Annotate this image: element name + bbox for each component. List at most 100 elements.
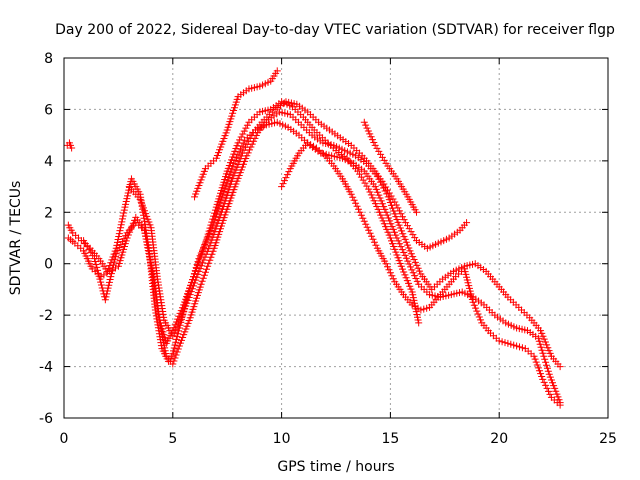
data-point [374,188,382,196]
data-point [530,352,538,360]
data-point [128,222,136,230]
data-point [282,174,290,182]
data-point [405,244,413,252]
data-point [105,281,113,289]
data-point [383,211,391,219]
data-point [403,222,411,230]
data-point [119,212,127,220]
data-point [413,261,421,269]
data-point [392,231,400,239]
data-point [381,205,389,213]
data-point [397,243,405,251]
data-point [83,243,91,251]
y-tick-label: -2 [39,308,53,324]
data-point [375,147,383,155]
data-point [395,221,403,229]
data-point [372,185,380,193]
data-point [248,132,256,140]
data-point [211,209,219,217]
data-point [540,378,548,386]
data-point [415,319,423,327]
data-point [367,133,375,141]
data-point [201,268,209,276]
data-point [100,271,108,279]
data-point [105,265,113,273]
data-point [347,190,355,198]
data-point [80,237,88,245]
x-tick-label: 15 [381,431,399,447]
x-tick-label: 5 [168,431,177,447]
data-point [203,265,211,273]
data-point [95,272,103,280]
data-point [540,352,548,360]
chart-title: Day 200 of 2022, Sidereal Day-to-day VTE… [55,22,615,38]
data-point [206,256,214,264]
data-point [127,225,135,233]
data-point [543,361,551,369]
data-point [141,229,149,237]
data-point [273,67,281,75]
data-point [402,274,410,282]
data-point [385,189,393,197]
data-point [470,301,478,309]
data-point [205,259,213,267]
data-point [380,180,388,188]
data-point [543,364,551,372]
data-point [473,307,481,315]
data-point [380,220,388,228]
plot-frame [63,57,609,419]
data-point [103,287,111,295]
data-point [357,211,365,219]
data-point [101,296,109,304]
data-point [398,227,406,235]
data-point [92,260,100,268]
data-point [283,171,291,179]
data-point [542,358,550,366]
data-point [386,269,394,277]
data-point [85,246,93,254]
data-point [360,118,368,126]
data-point [160,331,168,339]
data-point [173,348,181,356]
data-point [383,225,391,233]
data-point [388,272,396,280]
data-point [383,186,391,194]
data-point [122,232,130,240]
data-point [556,363,564,371]
data-point [402,219,410,227]
data-point [534,364,542,372]
data-point [463,219,471,227]
data-point [391,228,399,236]
data-point [396,240,404,248]
data-point [172,335,180,343]
data-point [240,127,248,135]
data-point [389,195,397,203]
data-point [194,270,202,278]
data-point [401,271,409,279]
data-point [382,223,390,231]
data-point [110,258,118,266]
data-point [279,180,287,188]
data-point [364,127,372,135]
data-point [173,323,181,331]
data-point [204,262,212,270]
data-point [120,235,128,243]
data-point [537,343,545,351]
data-point [543,384,551,392]
data-point [510,341,518,349]
data-point [414,264,422,272]
data-point [141,226,149,234]
data-point [143,238,151,246]
data-point [405,260,413,268]
data-point [411,234,419,242]
data-point [118,218,126,226]
data-point [207,221,215,229]
data-point [407,263,415,271]
data-point [281,177,289,185]
data-point [366,130,374,138]
series-track-6 [278,139,564,409]
x-tick-label: 25 [599,431,617,447]
data-point [374,205,382,213]
data-point [542,381,550,389]
data-point [411,303,419,311]
